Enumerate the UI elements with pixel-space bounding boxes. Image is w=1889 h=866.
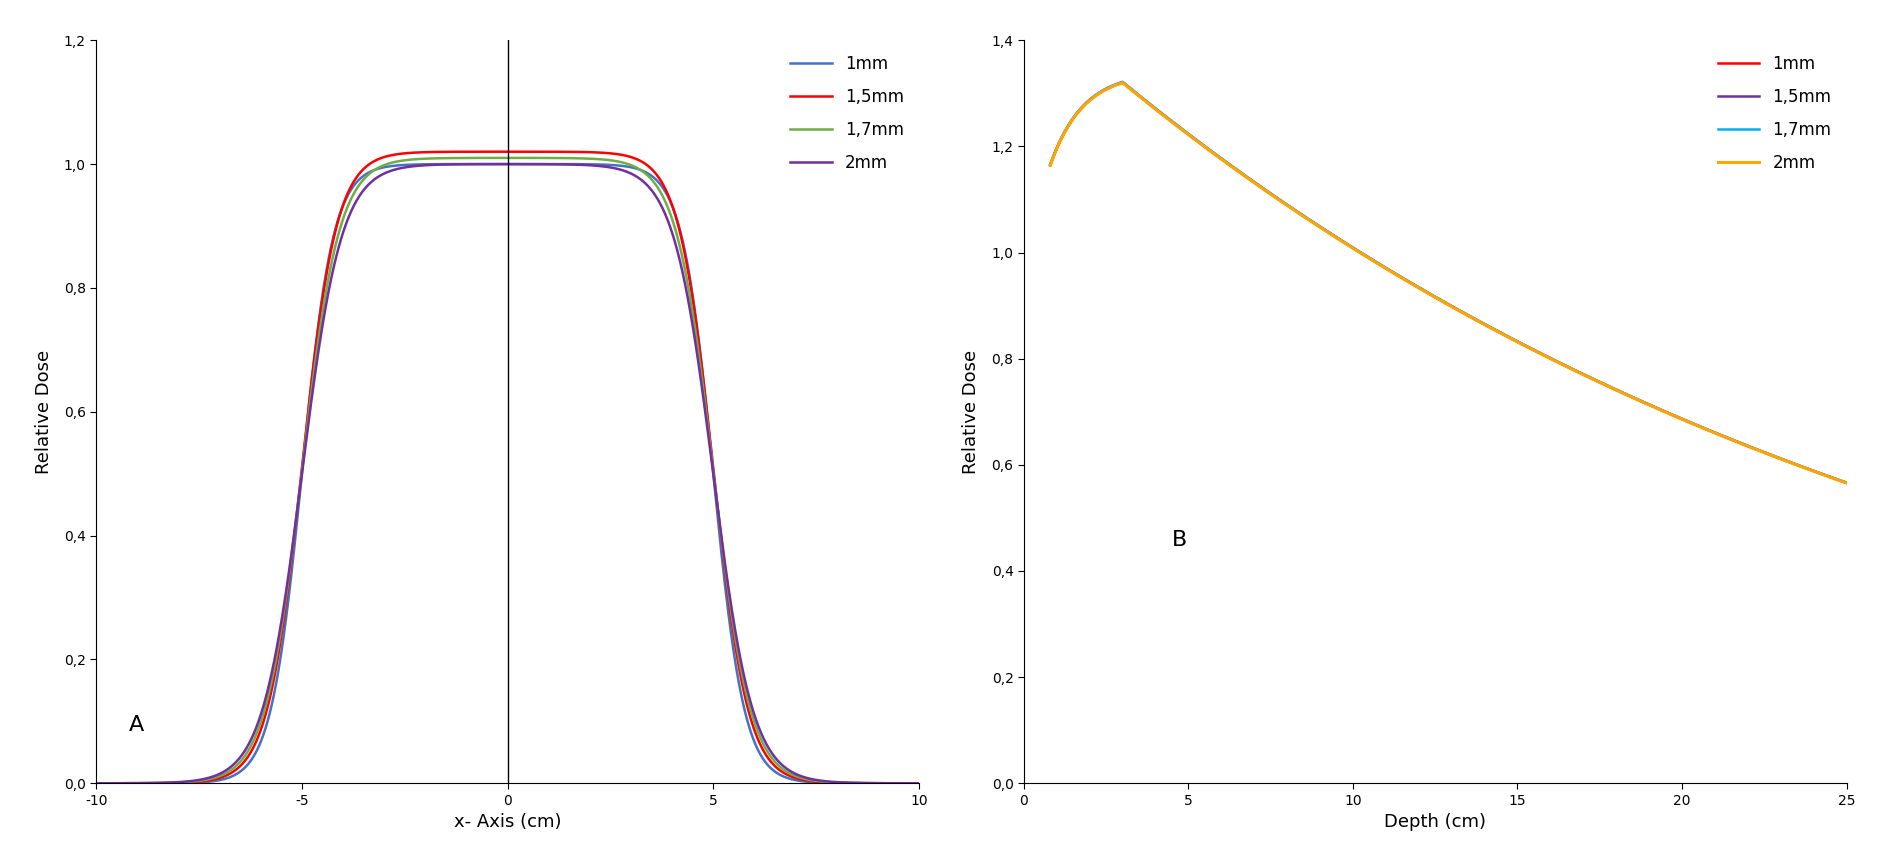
1,7mm (85, 778, 108, 788)
Line: 1,7mm: 1,7mm (1050, 82, 1846, 482)
Line: 1,5mm: 1,5mm (1050, 82, 1846, 482)
Line: 1,7mm: 1,7mm (96, 158, 918, 783)
1,5mm (1732, 440, 1755, 450)
Y-axis label: Relative Dose: Relative Dose (34, 350, 53, 474)
1,7mm (907, 778, 929, 788)
1mm (400, 159, 423, 170)
1,5mm (436, 146, 459, 157)
1,5mm (1177, 129, 1200, 139)
2mm (227, 753, 249, 764)
1,5mm (892, 778, 914, 788)
1,5mm (803, 776, 825, 786)
2mm (1039, 160, 1062, 171)
1mm (1379, 266, 1402, 276)
Line: 1mm: 1mm (1050, 83, 1846, 483)
1,7mm (1732, 440, 1755, 450)
1mm (907, 779, 929, 789)
1,5mm (227, 762, 249, 772)
2mm (1177, 130, 1200, 140)
Legend: 1mm, 1,5mm, 1,7mm, 2mm: 1mm, 1,5mm, 1,7mm, 2mm (1710, 48, 1838, 179)
2mm (1130, 93, 1152, 103)
1,7mm (892, 778, 914, 788)
1,7mm (227, 758, 249, 768)
Y-axis label: Relative Dose: Relative Dose (962, 350, 980, 474)
2mm (495, 158, 518, 169)
1,7mm (1379, 265, 1402, 275)
1mm (436, 159, 459, 170)
1mm (1732, 440, 1755, 450)
1,7mm (1819, 472, 1842, 482)
2mm (1379, 266, 1402, 276)
2mm (436, 159, 459, 170)
1mm (179, 778, 202, 788)
2mm (179, 776, 202, 786)
1mm (85, 779, 108, 789)
Line: 1mm: 1mm (96, 164, 918, 784)
1,5mm (1039, 159, 1062, 170)
1mm (1111, 78, 1133, 88)
2mm (1834, 478, 1857, 488)
1,7mm (400, 154, 423, 165)
1mm (803, 777, 825, 787)
1,5mm (1819, 472, 1842, 482)
Legend: 1mm, 1,5mm, 1,7mm, 2mm: 1mm, 1,5mm, 1,7mm, 2mm (782, 48, 910, 179)
1,7mm (495, 152, 518, 163)
2mm (400, 161, 423, 171)
Line: 1,5mm: 1,5mm (96, 152, 918, 784)
1,5mm (1834, 477, 1857, 488)
2mm (803, 774, 825, 785)
1mm (1343, 245, 1366, 255)
1mm (1819, 472, 1842, 482)
Line: 2mm: 2mm (1050, 83, 1846, 483)
1,7mm (436, 153, 459, 164)
1,5mm (1111, 77, 1133, 87)
1,7mm (1111, 77, 1133, 87)
1,5mm (1379, 265, 1402, 275)
1mm (1177, 130, 1200, 140)
1,5mm (400, 147, 423, 158)
1mm (1834, 478, 1857, 488)
1,7mm (1343, 244, 1366, 255)
1,5mm (1343, 244, 1366, 255)
X-axis label: Depth (cm): Depth (cm) (1383, 813, 1485, 831)
2mm (1111, 78, 1133, 88)
1mm (1130, 93, 1152, 103)
1,7mm (179, 777, 202, 787)
1,7mm (1130, 92, 1152, 102)
1,7mm (1177, 129, 1200, 139)
1mm (892, 779, 914, 789)
1,5mm (85, 779, 108, 789)
1mm (1039, 160, 1062, 171)
1mm (227, 767, 249, 778)
Text: A: A (128, 715, 144, 735)
2mm (892, 778, 914, 788)
2mm (1343, 245, 1366, 255)
2mm (85, 778, 108, 788)
Text: B: B (1171, 529, 1186, 550)
1,5mm (179, 777, 202, 787)
2mm (1819, 472, 1842, 482)
1,7mm (1834, 477, 1857, 488)
2mm (907, 778, 929, 788)
1,5mm (1130, 92, 1152, 102)
1mm (495, 158, 518, 169)
Line: 2mm: 2mm (96, 164, 918, 783)
2mm (1732, 440, 1755, 450)
1,5mm (495, 146, 518, 157)
1,7mm (803, 775, 825, 785)
1,7mm (1039, 159, 1062, 170)
1,5mm (907, 779, 929, 789)
X-axis label: x- Axis (cm): x- Axis (cm) (453, 813, 561, 831)
